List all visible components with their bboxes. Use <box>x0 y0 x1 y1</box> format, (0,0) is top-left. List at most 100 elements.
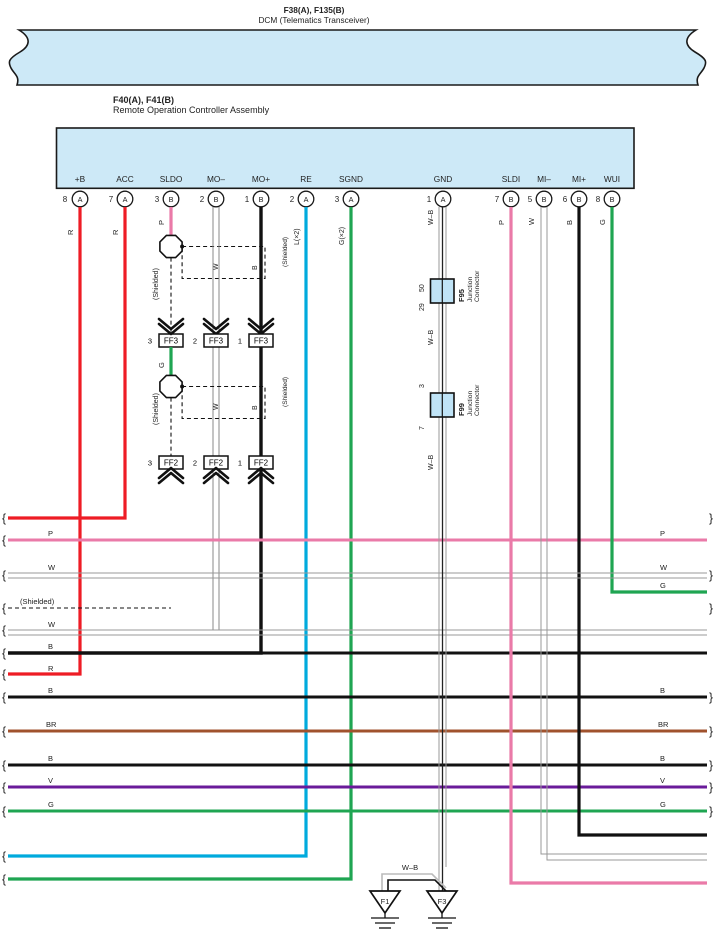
svg-text:WUI: WUI <box>604 174 620 184</box>
svg-text:B: B <box>610 195 615 204</box>
svg-text:F38(A), F135(B): F38(A), F135(B) <box>284 5 345 15</box>
svg-text:(Shielded): (Shielded) <box>20 597 55 606</box>
svg-text:MI+: MI+ <box>572 174 586 184</box>
svg-text:{: { <box>2 511 6 525</box>
svg-text:3: 3 <box>335 195 340 204</box>
svg-text:BR: BR <box>658 720 669 729</box>
svg-text:Connector: Connector <box>474 270 481 302</box>
svg-text:F95: F95 <box>457 289 466 302</box>
svg-text:R: R <box>111 229 120 235</box>
svg-text:2: 2 <box>200 195 205 204</box>
svg-text:+B: +B <box>75 174 86 184</box>
svg-text:3: 3 <box>148 459 152 468</box>
svg-text:GND: GND <box>434 174 452 184</box>
svg-text:6: 6 <box>563 195 568 204</box>
svg-text:{: { <box>2 568 6 582</box>
svg-text:SLDI: SLDI <box>502 174 520 184</box>
svg-text:G: G <box>660 800 666 809</box>
svg-text:1: 1 <box>238 459 242 468</box>
svg-text:P: P <box>157 220 166 225</box>
svg-text:B: B <box>48 686 53 695</box>
svg-text:Connector: Connector <box>474 384 481 416</box>
svg-text:B: B <box>660 686 665 695</box>
svg-text:8: 8 <box>596 195 601 204</box>
svg-text:W: W <box>527 217 536 225</box>
svg-text:1: 1 <box>427 195 432 204</box>
svg-text:SLDO: SLDO <box>160 174 183 184</box>
svg-text:}: } <box>709 568 713 582</box>
svg-text:A: A <box>349 195 354 204</box>
svg-text:B: B <box>259 195 264 204</box>
svg-text:F3: F3 <box>438 897 447 906</box>
svg-text:(Shielded): (Shielded) <box>282 237 289 267</box>
svg-text:}: } <box>709 780 713 794</box>
svg-text:}: } <box>709 758 713 772</box>
svg-text:(Shielded): (Shielded) <box>153 393 160 425</box>
svg-text:}: } <box>709 724 713 738</box>
svg-text:}: } <box>709 511 713 525</box>
svg-text:MO+: MO+ <box>252 174 270 184</box>
svg-text:B: B <box>252 405 259 410</box>
svg-text:(Shielded): (Shielded) <box>282 377 289 407</box>
svg-text:}: } <box>709 690 713 704</box>
svg-text:50: 50 <box>419 284 426 292</box>
svg-text:MI–: MI– <box>537 174 551 184</box>
svg-text:A: A <box>441 195 446 204</box>
svg-text:RE: RE <box>300 174 312 184</box>
svg-text:R: R <box>48 664 54 673</box>
svg-text:W: W <box>48 563 56 572</box>
svg-text:29: 29 <box>419 303 426 311</box>
svg-text:1: 1 <box>245 195 250 204</box>
svg-text:W–B: W–B <box>428 330 435 346</box>
svg-text:B: B <box>48 754 53 763</box>
svg-text:R: R <box>66 229 75 235</box>
svg-text:B: B <box>252 265 259 270</box>
svg-text:BR: BR <box>46 720 57 729</box>
svg-text:{: { <box>2 646 6 660</box>
svg-text:}: } <box>709 804 713 818</box>
svg-text:P: P <box>660 529 665 538</box>
svg-text:W–B: W–B <box>428 210 435 226</box>
svg-text:ACC: ACC <box>116 174 134 184</box>
svg-text:3: 3 <box>419 384 426 388</box>
svg-text:{: { <box>2 872 6 886</box>
svg-text:{: { <box>2 667 6 681</box>
svg-text:B: B <box>48 642 53 651</box>
svg-text:W: W <box>48 620 56 629</box>
svg-text:Junction: Junction <box>467 276 474 302</box>
svg-text:{: { <box>2 849 6 863</box>
svg-text:A: A <box>123 195 128 204</box>
svg-text:1: 1 <box>238 337 242 346</box>
svg-text:B: B <box>565 220 574 225</box>
svg-text:F99: F99 <box>457 403 466 416</box>
svg-text:{: { <box>2 758 6 772</box>
svg-text:G: G <box>48 800 54 809</box>
svg-text:A: A <box>78 195 83 204</box>
svg-text:V: V <box>660 776 665 785</box>
svg-text:{: { <box>2 690 6 704</box>
svg-text:B: B <box>542 195 547 204</box>
svg-text:B: B <box>214 195 219 204</box>
svg-text:{: { <box>2 601 6 615</box>
svg-text:SGND: SGND <box>339 174 363 184</box>
svg-text:2: 2 <box>193 459 197 468</box>
svg-text:F40(A), F41(B): F40(A), F41(B) <box>113 95 174 105</box>
svg-text:FF3: FF3 <box>254 337 269 346</box>
svg-text:W: W <box>213 403 220 410</box>
svg-text:Junction: Junction <box>467 390 474 416</box>
svg-text:3: 3 <box>155 195 160 204</box>
svg-text:G: G <box>598 219 607 225</box>
svg-text:{: { <box>2 804 6 818</box>
svg-text:7: 7 <box>495 195 500 204</box>
svg-text:3: 3 <box>148 337 152 346</box>
svg-text:DCM (Telematics Transceiver): DCM (Telematics Transceiver) <box>258 15 369 25</box>
svg-text:2: 2 <box>193 337 197 346</box>
svg-text:W–B: W–B <box>402 863 418 872</box>
svg-text:5: 5 <box>528 195 533 204</box>
svg-text:{: { <box>2 623 6 637</box>
svg-text:{: { <box>2 724 6 738</box>
svg-text:B: B <box>169 195 174 204</box>
svg-text:FF3: FF3 <box>209 337 224 346</box>
svg-text:FF2: FF2 <box>164 459 179 468</box>
svg-text:7: 7 <box>419 426 426 430</box>
